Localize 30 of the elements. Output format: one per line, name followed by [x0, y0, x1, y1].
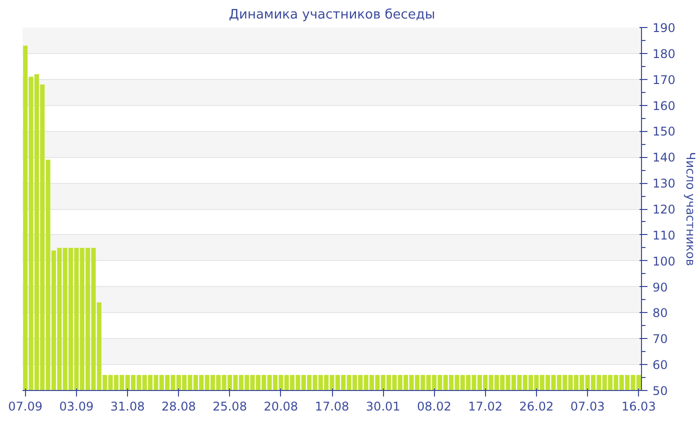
y-tick-label: 140 [652, 150, 676, 165]
x-tick-label: 25.08 [212, 400, 247, 414]
x-tick-label: 17.08 [314, 400, 350, 414]
x-tick-label: 30.01 [366, 400, 400, 414]
x-tick-label: 03.09 [59, 400, 94, 414]
y-axis-title: Число участников [683, 152, 698, 266]
y-tick-label: 70 [652, 332, 668, 346]
x-tick-label: 07.09 [8, 400, 43, 414]
x-tick-label: 26.02 [519, 400, 554, 414]
x-tick-label: 28.08 [161, 400, 196, 414]
y-tick-label: 100 [652, 254, 676, 268]
y-tick-label: 90 [652, 280, 668, 294]
y-tick-label: 50 [652, 384, 668, 398]
y-tick-label: 110 [652, 228, 676, 242]
y-tick-label: 180 [652, 46, 676, 61]
y-tick-label: 190 [652, 21, 676, 35]
y-tick-label: 170 [652, 72, 676, 87]
y-tick-label: 160 [652, 98, 676, 113]
x-tick-label: 31.08 [110, 400, 145, 414]
x-tick-label: 16.03 [621, 400, 656, 414]
y-tick-label: 60 [652, 358, 668, 372]
y-tick-label: 80 [652, 306, 668, 320]
x-tick-label: 07.03 [570, 400, 605, 414]
y-tick-label: 130 [652, 176, 676, 191]
y-tick-label: 150 [652, 124, 676, 139]
x-tick-label: 17.02 [468, 400, 503, 414]
chart-title: Динамика участников беседы [228, 8, 436, 22]
y-tick-label: 120 [652, 202, 676, 216]
x-tick-label: 08.02 [417, 400, 452, 414]
x-tick-label: 20.08 [264, 400, 298, 414]
